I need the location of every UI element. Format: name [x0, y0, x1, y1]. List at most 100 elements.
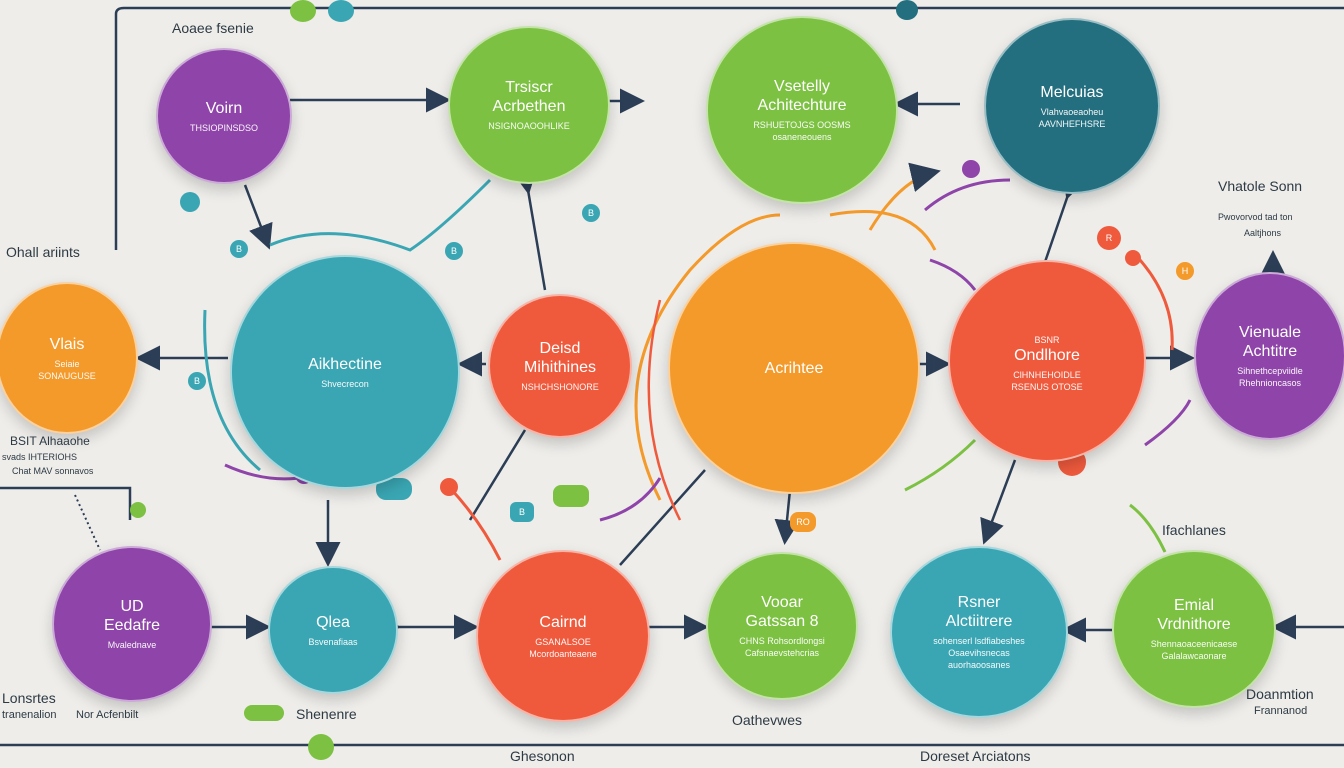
node-vienuale-sub2: Rhehnioncasos [1238, 378, 1302, 388]
dot-red-r2 [1125, 250, 1141, 266]
node-vooar[interactable]: Vooar Gatssan 8 CHNS Rohsordlongsi Cafsn… [706, 552, 858, 700]
label-left-mid-1: BSIT Alhaaohe [10, 434, 90, 448]
badge-6: B [510, 502, 534, 522]
node-vsetelly-title1: Vsetelly [773, 78, 831, 95]
link-trsiscr-down [512, 168, 547, 291]
node-vsetelly-title2: Achitechture [757, 97, 847, 114]
node-vooar-title2: Gatssan 8 [745, 613, 819, 630]
arc-green-bottomright [1129, 503, 1167, 553]
label-top-right-title: Vhatole Sonn [1218, 178, 1303, 194]
arc-orange-top [868, 162, 941, 231]
node-cairnd-sub: GSANALSOE [535, 636, 591, 647]
link-ondlhore-rsner [980, 459, 1017, 545]
node-acrihtee[interactable]: Acrihtee [668, 242, 920, 494]
node-vsetelly[interactable]: Vsetelly Achitechture RSHUETOJGS OOSMS o… [706, 16, 898, 204]
node-vienuale-title2: Achtitre [1242, 343, 1298, 360]
node-emial-title1: Emial [1173, 597, 1214, 614]
node-ud[interactable]: UD Eedafre Mvalednave [52, 546, 212, 702]
node-aikhectine[interactable]: Aikhectine Shvecrecon [230, 255, 460, 489]
node-cairnd-sub2: Mcordoanteaene [529, 648, 597, 659]
frame-line-left [0, 486, 132, 520]
node-ondlhore-sub: BSNR [1034, 334, 1060, 345]
node-cairnd[interactable]: Cairnd GSANALSOE Mcordoanteaene [476, 550, 650, 722]
arc-green-right [904, 438, 977, 492]
node-trsiscr-title2: Acrbethen [492, 98, 566, 115]
label-left-mid-3: Chat MAV sonnavos [12, 466, 94, 476]
dot-teal-mid [376, 478, 412, 500]
label-bottom-center: Ghesonon [510, 748, 575, 764]
node-qlea[interactable]: Qlea Bsvenafiaas [268, 566, 398, 694]
arc-red-left [448, 486, 502, 561]
node-rsner-sub2: Osaevihsnecas [948, 648, 1010, 658]
node-vienuale-sub: Sihnethcepviidle [1237, 366, 1303, 376]
node-rsner-title2: Alctiitrere [945, 613, 1013, 630]
node-ondlhore-sub2: ClHNHEHOIDLE [1013, 369, 1081, 380]
arc-orange-right [829, 210, 937, 251]
node-emial[interactable]: Emial Vrdnithore Shennaoaceenicaese Gala… [1112, 550, 1276, 708]
label-bottom-left-2: tranenalion [2, 709, 57, 721]
dot-purple-r [962, 160, 980, 178]
node-voirn-title: Voirn [205, 99, 243, 117]
node-voirn-sub: THSIOPINSDSO [189, 122, 258, 133]
label-bottom-left-1: Lonsrtes [2, 690, 56, 706]
label-left-mid-2: svads IHTERIOHS [2, 452, 78, 462]
badge-1: B [582, 204, 600, 222]
link-voirn-down [243, 184, 273, 250]
node-voirn[interactable]: Voirn THSIOPINSDSO [156, 48, 292, 184]
node-rsner-sub: sohenserl lsdfiabeshes [933, 636, 1025, 646]
label-top-right-line2: Pwovorvod tad ton [1218, 212, 1293, 222]
dot-green-bottom [308, 734, 334, 760]
arc-teal-top [269, 178, 492, 252]
node-rsner-sub3: auorhaoosanes [947, 660, 1011, 670]
node-melcuias-sub: Vlahvaoeaoheu [1040, 106, 1104, 117]
arc-orange-left [634, 213, 781, 501]
node-trsiscr-sub: NSIGNOAOOHLIKE [488, 121, 570, 131]
dot-green-left [130, 502, 146, 518]
node-deisd[interactable]: Deisd Mihithines NSHCHSHONORE [488, 294, 632, 438]
dot-teal-top [328, 0, 354, 22]
node-trsiscr[interactable]: Trsiscr Acrbethen NSIGNOAOOHLIKE [448, 26, 610, 184]
label-right-bottom-2: Frannanod [1254, 705, 1308, 717]
node-vooar-sub2: Cafsnaevstehcrias [744, 648, 820, 658]
node-ondlhore[interactable]: BSNR Ondlhore ClHNHEHOIDLE RSENUS OTOSE [948, 260, 1146, 462]
node-vsetelly-sub: RSHUETOJGS OOSMS [753, 120, 851, 130]
header-title: Aoaee fsenie [172, 20, 254, 36]
label-right-bottom-1: Doanmtion [1246, 686, 1314, 702]
arc-teal-left [203, 309, 261, 472]
node-vlais[interactable]: Vlais Seiaie SONAUGUSE [0, 282, 138, 434]
link-frame-ud [74, 494, 101, 551]
node-rsner[interactable]: Rsner Alctiitrere sohenserl lsdfiabeshes… [890, 546, 1068, 718]
badge-7: B [445, 242, 463, 260]
arc-red-right [1138, 259, 1174, 351]
node-cairnd-title: Cairnd [539, 613, 587, 631]
dot-green-mid [553, 485, 589, 507]
badge-4: B [188, 372, 206, 390]
dot-green-top [290, 0, 316, 22]
node-emial-title2: Vrdnithore [1157, 616, 1231, 633]
node-vlais-sub2: SONAUGUSE [38, 370, 96, 381]
node-melcuias[interactable]: Melcuias Vlahvaoeaoheu AAVNHEFHSRE [984, 18, 1160, 194]
node-melcuias-title: Melcuias [1040, 83, 1104, 101]
node-deisd-title1: Deisd [539, 340, 581, 357]
node-aikhectine-sub: Shvecrecon [321, 378, 369, 389]
arc-purple-right3 [1144, 399, 1192, 447]
frame-line-top [114, 6, 1344, 250]
node-emial-sub: Shennaoaceenicaese [1150, 639, 1238, 649]
node-vienuale[interactable]: Vienuale Achtitre Sihnethcepviidle Rhehn… [1194, 272, 1344, 440]
label-right-mid: Ifachlanes [1162, 522, 1226, 538]
label-bottom-right-center: Doreset Arciatons [920, 748, 1031, 764]
link-acrihtee-vooar [774, 489, 800, 545]
node-ud-sub: Mvalednave [107, 640, 157, 650]
dot-navy-top [896, 0, 918, 20]
dot-red-mid [440, 478, 458, 496]
label-top-right-line3: Aaltjhons [1244, 228, 1282, 238]
node-qlea-title: Qlea [316, 613, 350, 631]
badge-5: H [1176, 262, 1194, 280]
node-trsiscr-title1: Trsiscr [505, 79, 553, 96]
label-bottom-left-3: Nor Acfenbilt [76, 709, 139, 721]
link-melcuias-down [1043, 172, 1087, 263]
link-acrihtee-cairnd [619, 469, 706, 566]
dot-teal-left [180, 192, 200, 212]
arc-purple-right [924, 178, 1011, 212]
node-aikhectine-title: Aikhectine [308, 355, 382, 373]
